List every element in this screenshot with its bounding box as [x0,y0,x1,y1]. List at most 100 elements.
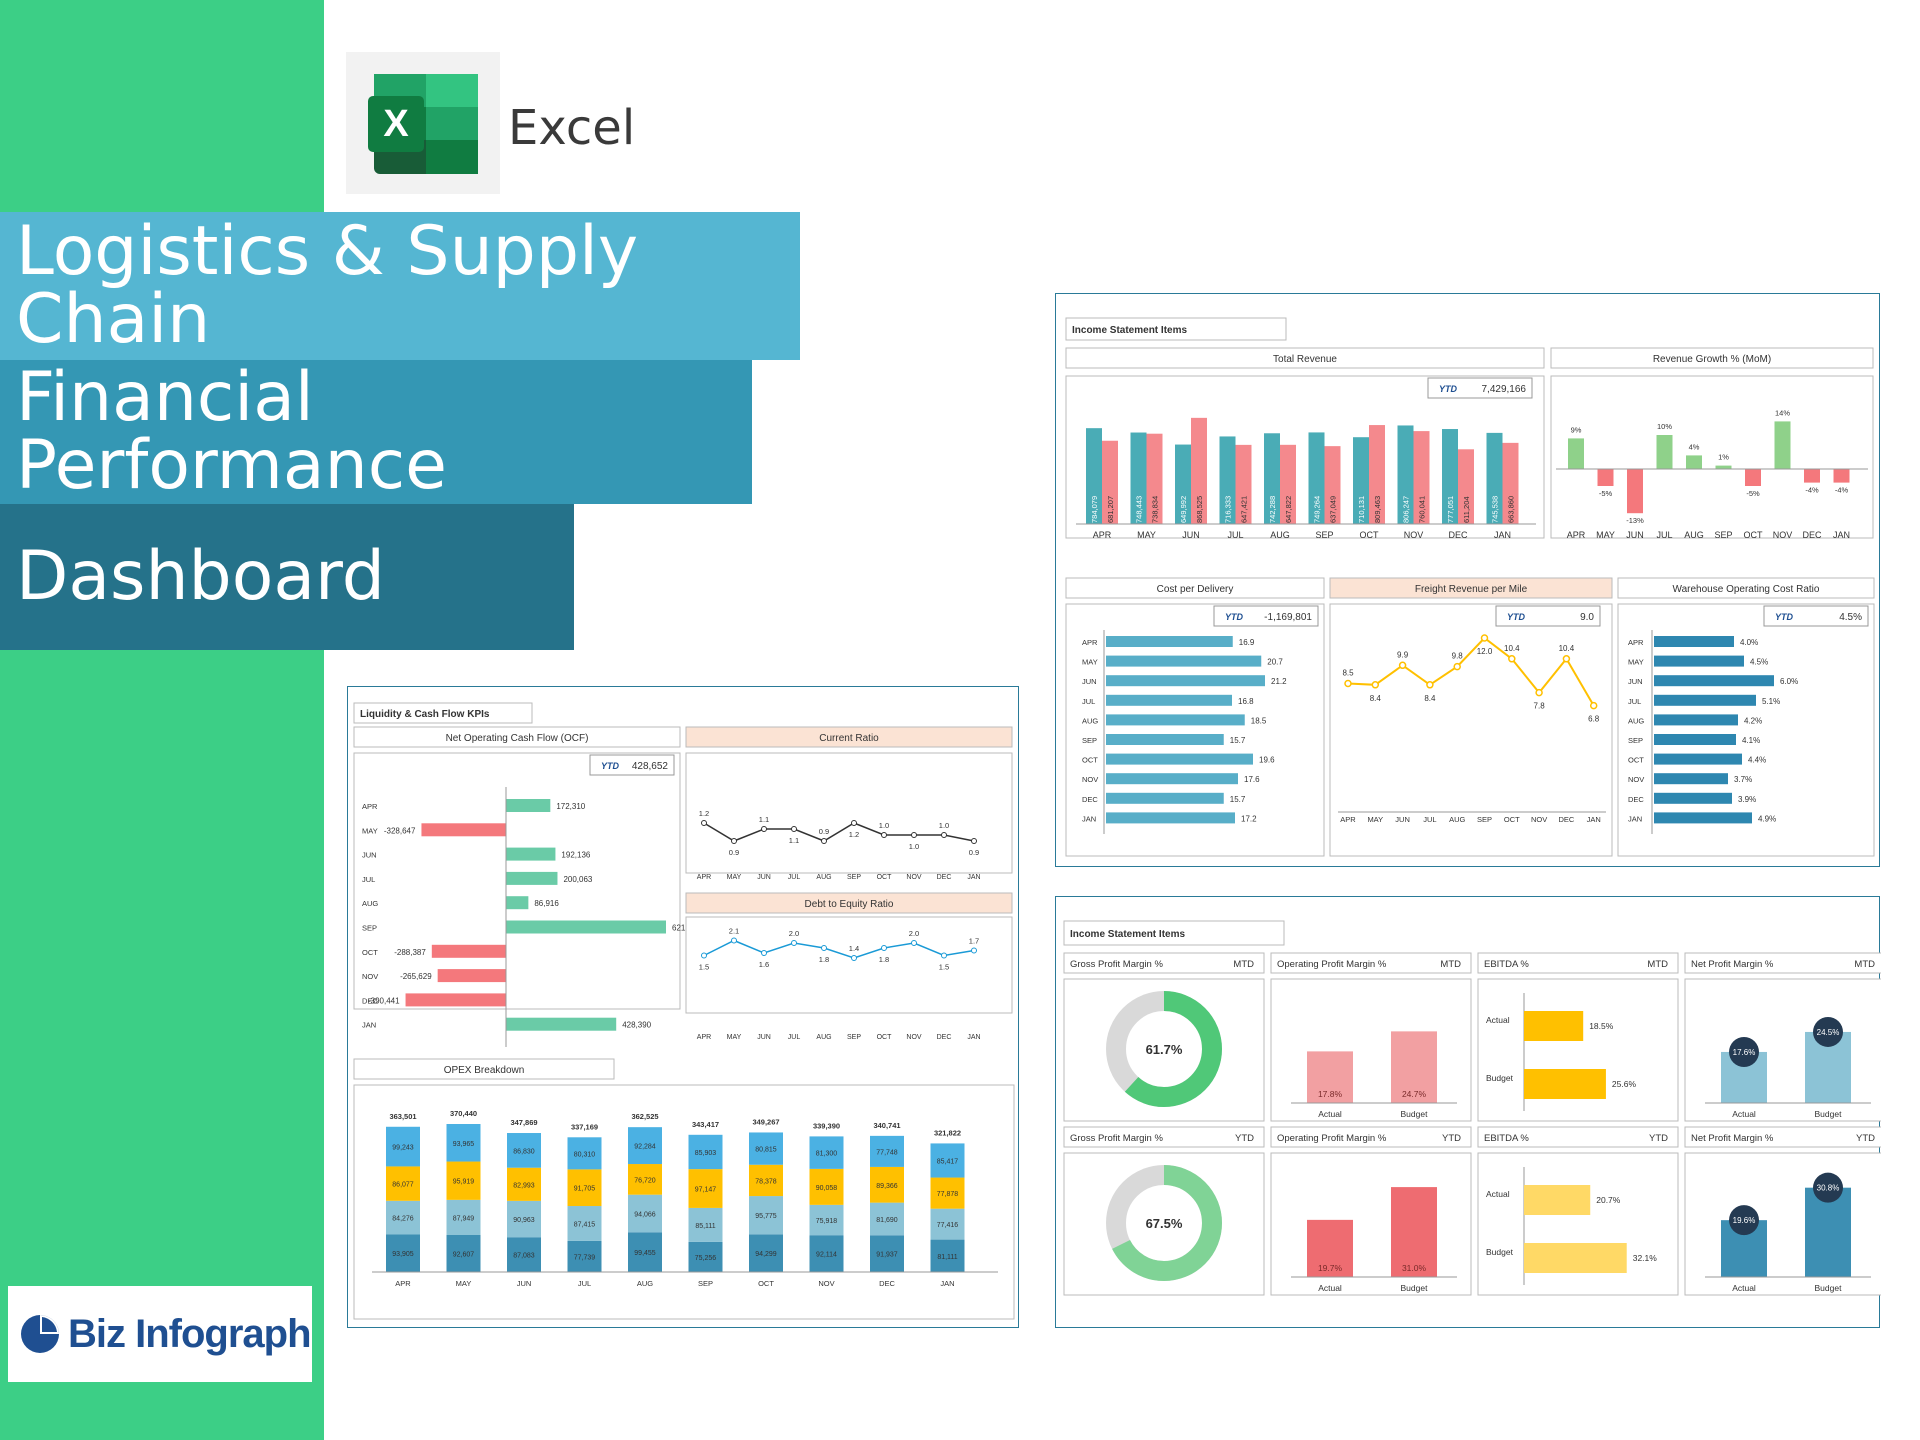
opex-segment-label: 99,243 [392,1145,414,1152]
net_mtd-title: Net Profit Margin % [1691,959,1774,970]
cost-label: 20.7 [1267,658,1283,667]
cost-per-delivery-title: Cost per Delivery [1157,584,1234,595]
freight-x-tick: OCT [1504,815,1520,824]
ebitda_ytd-budget-value: 32.1% [1633,1253,1658,1263]
revenue-bar-a [1264,433,1280,524]
opex-segment-label: 77,748 [876,1149,898,1156]
opex-segment [507,1133,541,1168]
growth-x-tick: MAY [1596,530,1615,540]
ocf-y-tick: JUN [362,851,377,860]
net_ytd-budget-bubble [1813,1172,1843,1203]
opex-segment-label: 93,965 [453,1141,475,1148]
freight-label: 12.0 [1477,647,1493,656]
brand-logo: Biz Infograph [8,1286,312,1382]
opex-segment-label: 97,147 [695,1187,717,1194]
ebitda_ytd-budget-tick: Budget [1486,1247,1514,1257]
cost-y-tick: APR [1082,638,1098,647]
income-panel-title: Income Statement Items [1072,325,1187,336]
opex-segment-label: 81,111 [937,1254,957,1261]
opex-segment [930,1208,965,1240]
freight-x-tick: APR [1340,815,1356,824]
growth-bar [1568,438,1584,469]
current-ratio-plot [685,752,1013,874]
op_ytd-actual-bar [1307,1219,1353,1277]
net_ytd-budget-tick: Budget [1815,1283,1843,1293]
revenue-label-b: 681,207 [1106,496,1115,523]
opex-segment-label: 99,455 [634,1250,656,1257]
current-ratio-line [703,822,975,842]
cost-label: 15.7 [1230,795,1246,804]
freight-point [1535,688,1543,697]
ocf-bar [506,920,666,934]
cost-y-tick: DEC [1082,795,1098,804]
ebitda_mtd-actual-tick: Actual [1486,1015,1510,1025]
growth-label: 14% [1775,408,1790,417]
current-ratio-point [761,826,767,832]
opex-total: 343,417 [692,1120,719,1129]
growth-x-tick: SEP [1714,530,1732,540]
revenue-x-tick: JAN [1494,530,1511,540]
current-ratio-label: 1.2 [849,830,859,839]
opex-segment-label: 77,878 [937,1191,959,1198]
ocf-bar [437,969,506,983]
title-line-3: Dashboard [0,504,574,650]
ocf-y-tick: AUG [362,899,378,908]
opex-segment-label: 80,815 [755,1147,777,1154]
opex-segment-label: 86,077 [392,1182,414,1189]
total-revenue-ytd-label: YTD [1439,384,1458,394]
opex-segment [870,1202,904,1236]
cost-bar [1106,773,1238,785]
cost-y-tick: AUG [1082,716,1098,725]
opex-segment-label: 78,378 [755,1178,777,1185]
revenue-label-b: 647,421 [1240,496,1249,523]
ocf-ytd-label: YTD [601,761,620,771]
debt-equity-x-tick: SEP [847,1034,861,1041]
debt-equity-point [731,937,737,944]
warehouse-label: 4.5% [1750,658,1768,667]
freight-label: 8.4 [1424,694,1436,703]
opex-total: 339,390 [813,1121,840,1130]
debt-equity-label: 2.0 [909,929,919,938]
opex-segment [809,1235,844,1272]
excel-icon: X [346,52,500,194]
opex-x-tick: APR [395,1279,411,1288]
opex-segment [870,1135,904,1167]
opex-segment [446,1199,481,1236]
net_mtd-period: MTD [1854,959,1875,970]
ocf-header [353,726,681,748]
opex-segment [628,1127,662,1165]
opex-segment [567,1206,602,1241]
net_ytd-title: Net Profit Margin % [1691,1133,1774,1144]
ebitda_ytd-actual-value: 20.7% [1596,1195,1621,1205]
revenue-bar-b [1502,442,1519,524]
freight-point [1589,701,1598,710]
revenue-x-tick: OCT [1360,530,1380,540]
revenue-label-a: 745,538 [1491,496,1500,523]
opex-segment-label: 77,739 [574,1254,596,1261]
warehouse-ratio-title: Warehouse Operating Cost Ratio [1673,584,1820,595]
growth-x-tick: AUG [1684,530,1704,540]
cost-y-tick: JUN [1082,677,1097,686]
freight-point [1562,655,1571,663]
opex-segment-label: 75,256 [695,1255,717,1262]
warehouse-label: 4.1% [1742,736,1760,745]
current-ratio-label: 0.9 [969,848,979,857]
opex-segment [870,1235,904,1272]
cost-bar [1106,636,1233,647]
warehouse-bar [1654,753,1742,765]
growth-x-tick: APR [1567,530,1586,540]
liquidity-title-box [353,702,533,724]
ocf-y-tick: APR [362,802,378,811]
cost-y-tick: SEP [1082,736,1097,745]
opex-segment [446,1235,481,1272]
net_mtd-actual-bubble [1729,1036,1759,1067]
opex-segment-label: 89,366 [876,1183,898,1190]
growth-x-tick: JAN [1833,530,1850,540]
current-ratio-title: Current Ratio [819,733,879,744]
current-ratio-x-tick: JAN [967,874,980,881]
warehouse-bar [1654,694,1756,706]
opex-x-tick: JUN [517,1279,532,1288]
ebitda_ytd-title: EBITDA % [1484,1133,1529,1144]
opex-x-tick: NOV [818,1279,834,1288]
